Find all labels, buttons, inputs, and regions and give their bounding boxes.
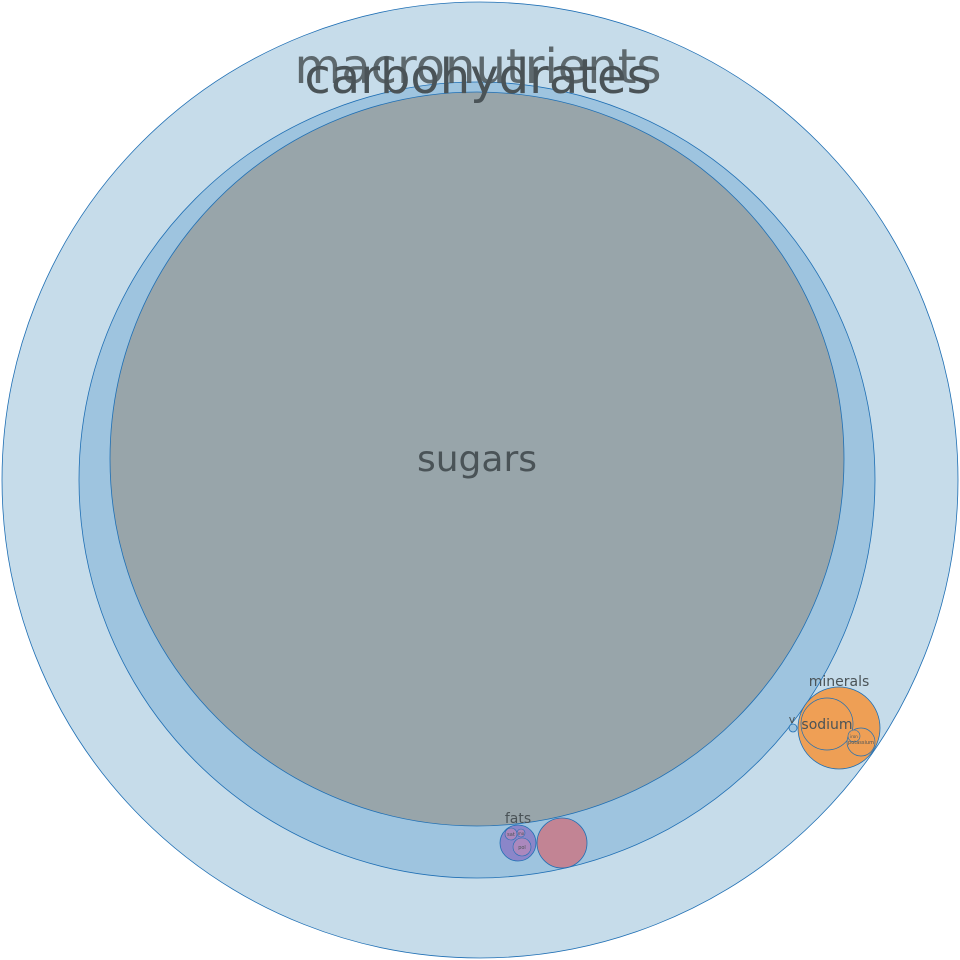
minerals-sodium-label: sodium: [801, 717, 852, 733]
fats-poly-bubble[interactable]: [512, 837, 532, 857]
fats-sat-label: sat: [507, 832, 515, 838]
carbohydrates-label: carbohydrates: [304, 49, 651, 105]
protein-bubble[interactable]: [536, 817, 588, 869]
minerals-potassium-label: potassium: [848, 740, 874, 746]
vitamins-label: v: [789, 713, 796, 726]
fats-mono-label: mo: [518, 831, 525, 836]
minerals-sodium-bubble[interactable]: [800, 697, 854, 751]
minerals-label: minerals: [809, 674, 870, 690]
fats-poly-label: pol: [518, 845, 526, 851]
fats-mono-bubble[interactable]: [516, 828, 526, 838]
minerals-iron-bubble[interactable]: [847, 729, 861, 743]
macronutrients-label: macronutrients: [294, 39, 661, 95]
fats-label: fats: [505, 811, 531, 827]
vitamins-bubble[interactable]: [788, 723, 798, 733]
sugars-bubble[interactable]: [109, 91, 845, 827]
minerals-iron-label: iron: [850, 734, 858, 739]
sugars-label: sugars: [417, 439, 537, 480]
